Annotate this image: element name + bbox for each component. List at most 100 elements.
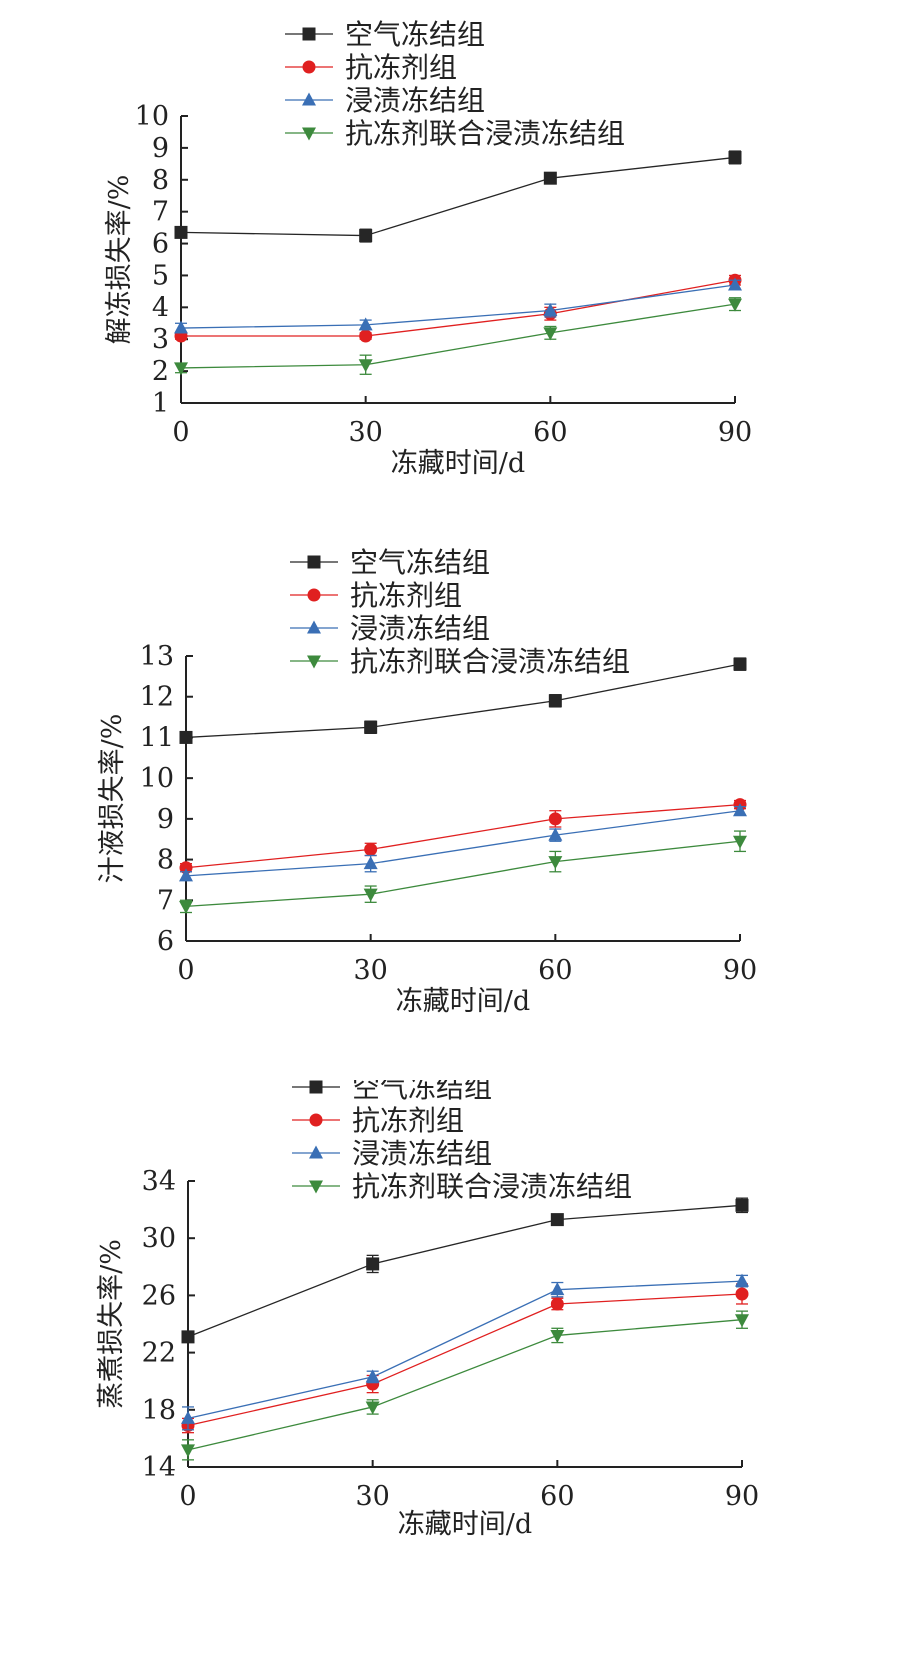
legend-label: 抗冻剂组: [345, 51, 457, 84]
y-tick-label: 14: [142, 1452, 176, 1483]
data-point: [364, 842, 378, 856]
chart-drip-loss: 6 7 8 9 10 11 12 13 0 30 60 90 冻藏时间/d 汁液损失率/% 空气冻结组 抗冻剂…: [0, 540, 916, 1080]
y-tick-label: 8: [157, 845, 174, 876]
data-point: [174, 225, 188, 239]
legend-marker: [302, 27, 316, 41]
series-line: [185, 810, 741, 877]
y-tick-label: 13: [140, 641, 174, 672]
data-point: [366, 1257, 380, 1271]
data-point: [550, 1282, 565, 1296]
data-point: [365, 1401, 380, 1415]
x-tick-label: 30: [348, 417, 382, 448]
data-point: [728, 150, 742, 164]
y-tick-label: 12: [140, 682, 174, 713]
data-point: [728, 277, 742, 291]
y-tick-label: 1: [152, 388, 169, 419]
legend-marker: [309, 1080, 323, 1094]
data-point: [733, 835, 747, 849]
legend-label: 抗冻剂组: [350, 579, 462, 612]
data-point: [365, 1369, 380, 1383]
data-point: [363, 856, 378, 870]
data-point: [548, 827, 563, 841]
x-tick-label: 60: [540, 1481, 574, 1512]
x-axis-label: 冻藏时间/d: [396, 986, 530, 1017]
data-point: [358, 317, 373, 331]
legend-label: 抗冻剂组: [352, 1104, 464, 1137]
x-tick-label: 90: [718, 417, 752, 448]
legend-marker: [302, 60, 316, 74]
legend-label: 抗冻剂联合浸渍冻结组: [345, 117, 625, 150]
data-point: [733, 657, 747, 671]
y-tick-label: 30: [142, 1223, 176, 1254]
x-axis-label: 冻藏时间/d: [391, 448, 525, 479]
legend-label: 抗冻剂联合浸渍冻结组: [350, 645, 630, 678]
data-point: [179, 730, 193, 744]
data-point: [181, 1410, 195, 1424]
y-tick-label: 7: [157, 885, 174, 916]
y-tick-label: 9: [157, 804, 174, 835]
y-tick-label: 26: [142, 1280, 176, 1311]
data-point: [735, 1314, 749, 1328]
x-tick-label: 0: [179, 1481, 196, 1512]
x-tick-label: 30: [355, 1481, 389, 1512]
x-tick-label: 30: [353, 955, 387, 986]
series-line: [181, 279, 736, 337]
y-tick-label: 22: [142, 1338, 176, 1369]
legend-marker: [309, 1180, 323, 1194]
series-line: [187, 1280, 743, 1420]
legend-marker: [307, 588, 321, 602]
data-point: [728, 298, 742, 312]
y-tick-label: 6: [152, 229, 169, 260]
y-axis-label: 解冻损失率/%: [104, 175, 135, 345]
chart-thaw-loss: 1 2 3 4 5 6 7 8 9 10 0 30 60 90 冻藏时间/d 解冻损失率/% 空气冻结组 抗冻剂组…: [0, 0, 916, 540]
y-tick-label: 9: [152, 133, 169, 164]
legend-label: 空气冻结组: [352, 1080, 492, 1104]
series-line: [180, 303, 736, 369]
series-line: [187, 1293, 743, 1427]
data-point: [174, 320, 188, 334]
x-tick-label: 60: [533, 417, 567, 448]
y-tick-label: 18: [142, 1395, 176, 1426]
y-tick-label: 34: [142, 1166, 176, 1197]
legend-marker: [302, 127, 316, 141]
data-point: [363, 888, 378, 902]
legend-marker: [302, 92, 316, 106]
legend-label: 空气冻结组: [345, 18, 485, 51]
chart-cooking-loss-svg: 14 18 22 26 30 34 0 30 60 90 冻藏时间/d 蒸煮损失率/% 空气冻结组抗冻剂…: [96, 1080, 759, 1540]
x-tick-label: 0: [177, 955, 194, 986]
series-line: [185, 840, 741, 908]
y-tick-label: 7: [152, 197, 169, 228]
data-point: [179, 868, 193, 882]
y-axis-label: 汁液损失率/%: [97, 714, 128, 884]
x-tick-label: 90: [725, 1481, 759, 1512]
data-point: [550, 1329, 565, 1343]
series-line: [180, 156, 736, 237]
data-point: [543, 327, 558, 341]
y-tick-label: 2: [152, 356, 169, 387]
data-point: [174, 362, 188, 376]
data-point: [181, 1444, 195, 1458]
data-point: [548, 856, 563, 870]
data-point: [358, 359, 373, 373]
legend-label: 浸渍冻结组: [345, 84, 485, 117]
data-point: [359, 329, 373, 343]
data-point: [550, 1213, 564, 1227]
legend-label: 抗冻剂联合浸渍冻结组: [352, 1170, 632, 1203]
data-point: [548, 694, 562, 708]
legend-marker: [307, 655, 321, 669]
legend-label: 空气冻结组: [350, 546, 490, 579]
series-line: [185, 663, 741, 739]
y-tick-label: 8: [152, 165, 169, 196]
legend-label: 浸渍冻结组: [350, 612, 490, 645]
data-point: [181, 1330, 195, 1344]
legend-marker: [309, 1145, 323, 1159]
data-point: [733, 803, 747, 817]
x-tick-label: 90: [723, 955, 757, 986]
y-tick-label: 11: [140, 722, 174, 753]
y-tick-label: 6: [157, 926, 174, 957]
y-tick-label: 10: [140, 763, 174, 794]
data-point: [550, 1297, 564, 1311]
series-line: [185, 803, 741, 869]
data-point: [179, 900, 193, 914]
